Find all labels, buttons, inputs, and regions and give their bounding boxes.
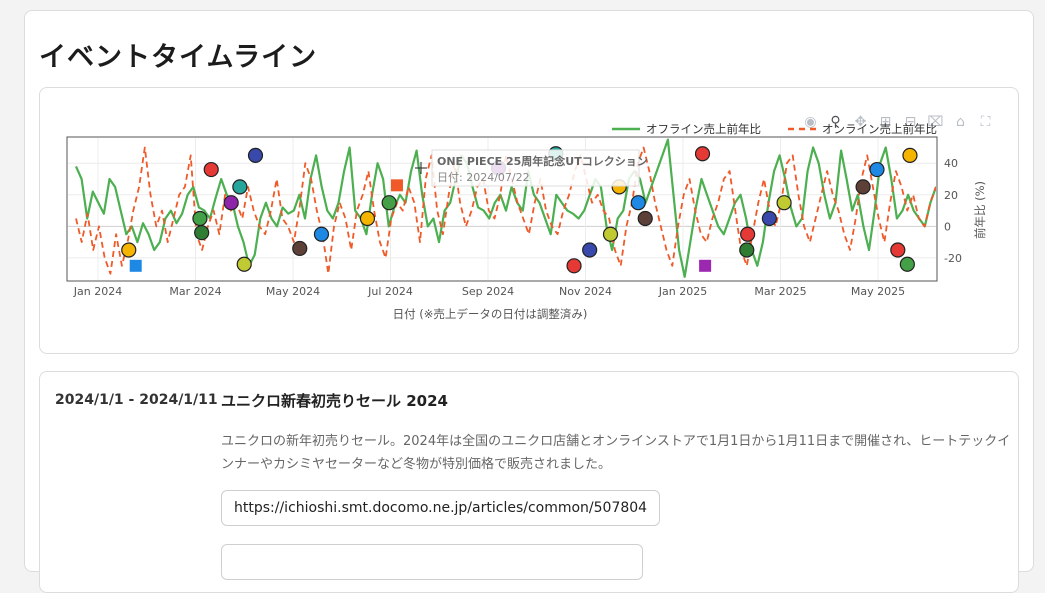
event-marker[interactable] <box>247 147 264 163</box>
event-marker[interactable] <box>194 225 210 241</box>
event-marker[interactable] <box>232 179 248 195</box>
autoscale-icon[interactable]: ⌧ <box>927 114 944 130</box>
pan-icon[interactable]: ✥ <box>854 114 867 130</box>
series-online-line <box>75 146 936 275</box>
x-axis-title: 日付 (※売上データの日付は調整済み) <box>393 307 588 321</box>
x-tick-label: Jan 2025 <box>658 285 707 298</box>
x-tick-label: May 2024 <box>266 285 320 298</box>
chart-card: ◉ ⚲ ✥ ⊞ ⊟ ⌧ ⌂ ⛶ 40 20 0 -20 Jan 2024 Mar 202… <box>39 87 1019 354</box>
x-tick-label: Sep 2024 <box>462 285 514 298</box>
y-tick-label: 0 <box>944 220 951 233</box>
event-marker[interactable] <box>236 256 252 272</box>
event-marker[interactable] <box>739 242 755 258</box>
event-description: ユニクロの新年初売りセール。2024年は全国のユニクロ店舗とオンラインストアで1… <box>221 434 1011 472</box>
event-date-range: 2024/1/1 - 2024/1/11 <box>55 392 218 408</box>
chart-toolbar: ◉ ⚲ ✥ ⊞ ⊟ ⌧ ⌂ ⛶ <box>802 114 994 131</box>
event-marker[interactable] <box>869 161 885 178</box>
crosshair-cursor <box>415 162 427 174</box>
event-link[interactable]: https://ichioshi.smt.docomo.ne.jp/articl… <box>221 490 661 526</box>
event-marker[interactable] <box>381 195 397 211</box>
event-marker[interactable] <box>602 226 619 242</box>
x-tick-label: Jul 2024 <box>367 285 413 298</box>
event-title: ユニクロ新春初売りセール 2024 <box>221 392 448 410</box>
hover-tooltip: ONE PIECE 25周年記念UTコレクション 日付: 2024/07/22 <box>431 149 648 187</box>
x-tick-label: Nov 2024 <box>559 285 612 298</box>
event-marker[interactable] <box>630 195 646 211</box>
event-marker[interactable] <box>699 259 712 272</box>
zoom-in-icon[interactable]: ⊞ <box>879 114 892 130</box>
event-marker[interactable] <box>855 179 871 195</box>
yoy-line-chart[interactable]: 40 20 0 -20 Jan 2024 Mar 2024 May 2024 Jul 202… <box>40 88 1018 353</box>
fullscreen-icon[interactable]: ⛶ <box>980 114 991 130</box>
event-marker[interactable] <box>740 226 756 242</box>
event-marker[interactable] <box>129 259 142 272</box>
event-marker[interactable] <box>192 210 208 227</box>
tooltip-title: ONE PIECE 25周年記念UTコレクション <box>437 154 648 168</box>
y-tick-label: 40 <box>944 157 958 170</box>
event-card: 2024/1/1 - 2024/1/11 ユニクロ新春初売りセール 2024 ユ… <box>39 371 1019 593</box>
legend-online-label: オンライン売上前年比 <box>822 122 937 136</box>
main-container: イベントタイムライン ◉ ⚲ ✥ ⊞ ⊟ ⌧ ⌂ ⛶ 40 20 0 -20 Jan … <box>24 10 1034 593</box>
event-marker[interactable] <box>890 242 906 258</box>
event-marker[interactable] <box>566 258 582 274</box>
event-marker[interactable] <box>223 195 239 211</box>
event-marker[interactable] <box>694 146 711 162</box>
event-marker[interactable] <box>313 226 330 242</box>
tooltip-date: 日付: 2024/07/22 <box>437 171 530 184</box>
event-marker[interactable] <box>390 179 403 192</box>
event-marker[interactable] <box>899 256 915 272</box>
camera-icon[interactable]: ◉ <box>804 114 817 130</box>
y-axis-title: 前年比 (%) <box>973 181 987 239</box>
page-title: イベントタイムライン <box>39 42 318 73</box>
chart-legend[interactable]: オフライン売上前年比 オンライン売上前年比 <box>612 122 937 136</box>
event-link-secondary[interactable] <box>221 544 643 580</box>
event-marker[interactable] <box>582 242 598 258</box>
event-marker[interactable] <box>761 210 777 227</box>
legend-offline-label: オフライン売上前年比 <box>646 122 761 136</box>
y-tick-label: -20 <box>944 252 962 265</box>
event-marker[interactable] <box>292 240 308 257</box>
event-marker[interactable] <box>902 147 918 163</box>
x-tick-label: Mar 2025 <box>754 285 806 298</box>
x-tick-label: Mar 2024 <box>169 285 221 298</box>
event-marker[interactable] <box>203 161 219 178</box>
x-tick-label: Jan 2024 <box>73 285 122 298</box>
reset-axes-icon[interactable]: ⌂ <box>956 114 965 130</box>
event-marker[interactable] <box>776 195 792 211</box>
plot-area <box>66 136 938 282</box>
zoom-out-icon[interactable]: ⊟ <box>904 114 917 130</box>
series-offline-line <box>74 138 936 278</box>
event-marker[interactable] <box>637 210 653 227</box>
y-tick-label: 20 <box>944 189 958 202</box>
x-tick-label: May 2025 <box>851 285 905 298</box>
zoom-icon[interactable]: ⚲ <box>830 114 841 130</box>
event-marker[interactable] <box>359 210 376 227</box>
event-marker[interactable] <box>121 242 137 258</box>
